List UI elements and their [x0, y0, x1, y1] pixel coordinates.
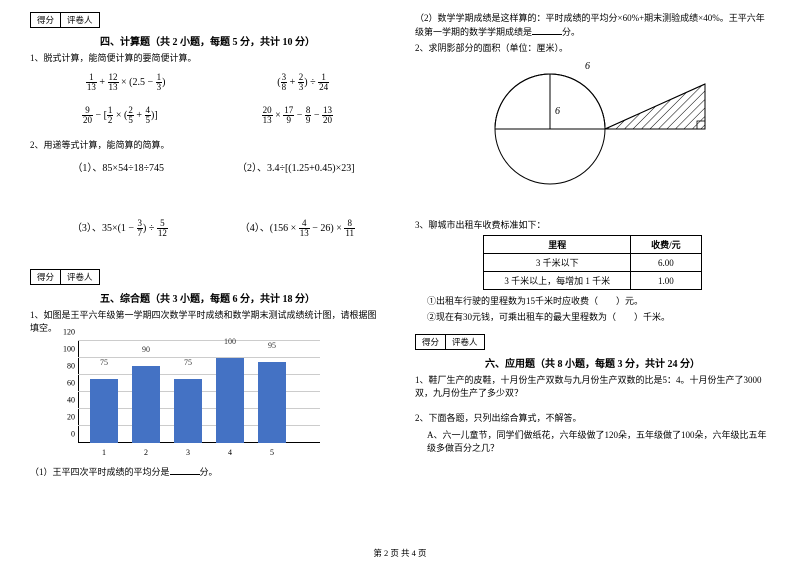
bar: [132, 366, 160, 443]
diagram-svg: 6 6: [465, 59, 715, 209]
expr-s1: （1）、85×54÷18÷745: [72, 159, 164, 174]
section-6-title: 六、应用题（共 8 小题，每题 3 分，共计 24 分）: [415, 355, 770, 370]
score-box-6: 得分 评卷人: [415, 334, 485, 350]
r-q3: 3、聊城市出租车收费标准如下：: [415, 219, 770, 232]
y-tick: 100: [60, 344, 75, 353]
expr-4: 2013 × 179 − 89 − 1320: [262, 106, 333, 125]
page-footer: 第 2 页 共 4 页: [0, 547, 800, 559]
td-1b: 6.00: [631, 254, 702, 272]
score-box-5: 得分 评卷人: [30, 269, 100, 285]
expr-s3: （3）、35×(1 − 37) ÷ 512: [72, 219, 168, 238]
x-label: 4: [216, 448, 244, 457]
expr-s4: （4）、(156 × 413 − 26) × 811: [240, 219, 355, 238]
svg-text:6: 6: [555, 106, 560, 117]
q5-1: 1、如图是王平六年级第一学期四次数学平时成绩和数学期末测试成绩统计图，请根据图填…: [30, 309, 385, 334]
left-column: 得分 评卷人 四、计算题（共 2 小题，每题 5 分，共计 10 分） 1、脱式…: [30, 12, 385, 482]
blank-field[interactable]: [170, 465, 200, 475]
shaded-diagram: 6 6: [465, 59, 770, 211]
td-2b: 1.00: [631, 272, 702, 290]
y-tick: 120: [60, 327, 75, 336]
bar-chart: 0204060801001207519027531004955: [60, 341, 320, 461]
bar-value: 100: [216, 337, 244, 346]
blank-field[interactable]: [532, 25, 562, 35]
q4-2: 2、用递等式计算，能简算的简算。: [30, 139, 385, 152]
bar-value: 95: [258, 341, 286, 350]
right-column: （2）数学学期成绩是这样算的：平时成绩的平均分×60%+期末测验成绩×40%。王…: [415, 12, 770, 482]
bar: [258, 362, 286, 443]
x-label: 1: [90, 448, 118, 457]
td-2a: 3 千米以上，每增加 1 千米: [484, 272, 631, 290]
y-tick: 40: [60, 395, 75, 404]
r-q2: 2、求阴影部分的面积（单位：厘米）。: [415, 42, 770, 55]
td-1a: 3 千米以下: [484, 254, 631, 272]
th-2: 收费/元: [631, 236, 702, 254]
expr-2: (38 + 23) ÷ 124: [277, 73, 329, 92]
x-label: 3: [174, 448, 202, 457]
bar-value: 90: [132, 345, 160, 354]
bar-value: 75: [90, 358, 118, 367]
grader-label: 评卷人: [446, 335, 484, 349]
y-tick: 0: [60, 429, 75, 438]
score-box: 得分 评卷人: [30, 12, 100, 28]
r-p1: （2）数学学期成绩是这样算的：平时成绩的平均分×60%+期末测验成绩×40%。王…: [415, 12, 770, 38]
bar: [90, 379, 118, 443]
y-tick: 60: [60, 378, 75, 387]
bar: [216, 358, 244, 443]
score-label: 得分: [31, 13, 61, 27]
x-label: 5: [258, 448, 286, 457]
section-5-title: 五、综合题（共 3 小题，每题 6 分，共计 18 分）: [30, 290, 385, 305]
sub1-unit: 分。: [200, 467, 218, 477]
math-row-4: （3）、35×(1 − 37) ÷ 512 （4）、(156 × 413 − 2…: [30, 219, 385, 241]
expr-1: 113 + 1213 × (2.5 − 13): [86, 73, 166, 92]
x-label: 2: [132, 448, 160, 457]
section-4-title: 四、计算题（共 2 小题，每题 5 分，共计 10 分）: [30, 33, 385, 48]
y-tick: 20: [60, 412, 75, 421]
bar-value: 75: [174, 358, 202, 367]
q4-1: 1、脱式计算，能简便计算的要简便计算。: [30, 52, 385, 65]
math-row-2: 920 − [12 × (25 + 45)] 2013 × 179 − 89 −…: [30, 106, 385, 125]
note-2: ②现在有30元钱，可乘出租车的最大里程数为（ ）千米。: [427, 310, 770, 323]
th-1: 里程: [484, 236, 631, 254]
grader-label: 评卷人: [61, 13, 99, 27]
math-row-1: 113 + 1213 × (2.5 − 13) (38 + 23) ÷ 124: [30, 73, 385, 92]
bar: [174, 379, 202, 443]
svg-text:6: 6: [585, 61, 590, 72]
score-label: 得分: [31, 270, 61, 284]
sub1-text: （1）王平四次平时成绩的平均分是: [30, 467, 170, 477]
expr-s2: （2）、3.4÷[(1.25+0.45)×23]: [237, 159, 355, 174]
q6-2a: A、六一儿童节，同学们做纸花，六年级做了120朵，五年级做了100朵，六年级比五…: [427, 428, 770, 454]
r-p1-unit: 分。: [562, 27, 580, 37]
y-tick: 80: [60, 361, 75, 370]
fare-table: 里程收费/元 3 千米以下6.00 3 千米以上，每增加 1 千米1.00: [483, 235, 701, 290]
grader-label: 评卷人: [61, 270, 99, 284]
q5-1-sub: （1）王平四次平时成绩的平均分是 分。: [30, 465, 385, 479]
score-label: 得分: [416, 335, 446, 349]
q6-1: 1、鞋厂生产的皮鞋，十月份生产双数与九月份生产双数的比是5：4。十月份生产了30…: [415, 374, 770, 399]
q6-2: 2、下面各题，只列出综合算式，不解答。: [415, 412, 770, 425]
math-row-3: （1）、85×54÷18÷745 （2）、3.4÷[(1.25+0.45)×23…: [30, 159, 385, 177]
note-1: ①出租车行驶的里程数为15千米时应收费（ ）元。: [427, 294, 770, 307]
r-p1-text: （2）数学学期成绩是这样算的：平时成绩的平均分×60%+期末测验成绩×40%。王…: [415, 13, 765, 37]
expr-3: 920 − [12 × (25 + 45)]: [82, 106, 158, 125]
